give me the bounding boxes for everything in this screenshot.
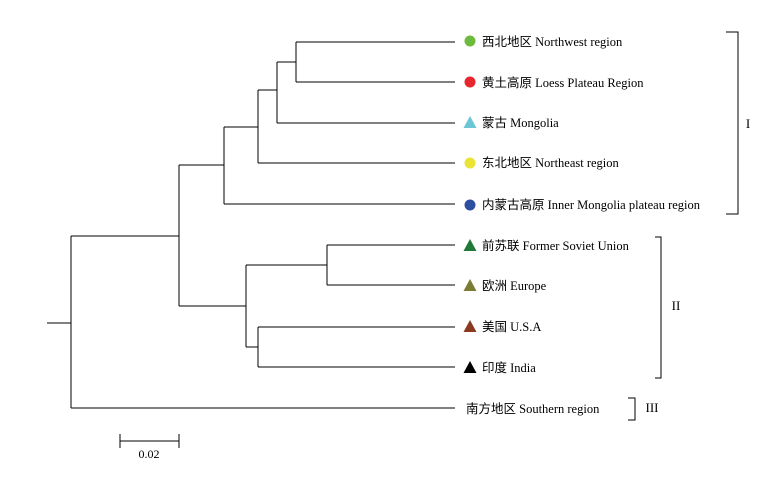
northwest-marker bbox=[464, 35, 476, 47]
group-brackets: I II III bbox=[628, 31, 750, 421]
scale-bar-label: 0.02 bbox=[139, 447, 160, 461]
former-soviet-marker bbox=[463, 239, 477, 251]
leaf-label-inner-mongolia: 内蒙古高原 Inner Mongolia plateau region bbox=[482, 197, 701, 212]
europe-marker bbox=[463, 279, 477, 291]
india-marker bbox=[463, 361, 477, 373]
loess-marker bbox=[464, 76, 476, 88]
group-III-label: III bbox=[646, 400, 659, 415]
group-III-bracket bbox=[628, 397, 636, 421]
leaf-label-former-soviet: 前苏联 Former Soviet Union bbox=[482, 238, 630, 253]
group-II-label: II bbox=[672, 298, 681, 313]
northeast-marker bbox=[464, 157, 476, 169]
leaf-label-india: 印度 India bbox=[482, 360, 536, 375]
leaf-labels: 西北地区 Northwest region 黄土高原 Loess Plateau… bbox=[466, 35, 701, 416]
group-I-label: I bbox=[746, 116, 750, 131]
scale-bar: 0.02 bbox=[119, 434, 180, 461]
leaf-markers bbox=[463, 35, 477, 373]
usa-marker bbox=[463, 320, 477, 332]
inner-mongolia-marker bbox=[464, 199, 476, 211]
leaf-label-southern: 南方地区 Southern region bbox=[466, 401, 600, 416]
leaf-label-europe: 欧洲 Europe bbox=[482, 279, 547, 293]
leaf-label-usa: 美国 U.S.A bbox=[482, 320, 541, 334]
mongolia-marker bbox=[463, 116, 477, 128]
leaf-label-northeast: 东北地区 Northeast region bbox=[482, 156, 620, 170]
leaf-label-mongolia: 蒙古 Mongolia bbox=[482, 115, 559, 130]
group-I-bracket bbox=[726, 31, 739, 215]
leaf-label-loess: 黄土高原 Loess Plateau Region bbox=[482, 75, 644, 90]
tree-branches bbox=[47, 41, 455, 409]
group-II-bracket bbox=[655, 236, 662, 379]
leaf-label-northwest: 西北地区 Northwest region bbox=[482, 35, 623, 49]
